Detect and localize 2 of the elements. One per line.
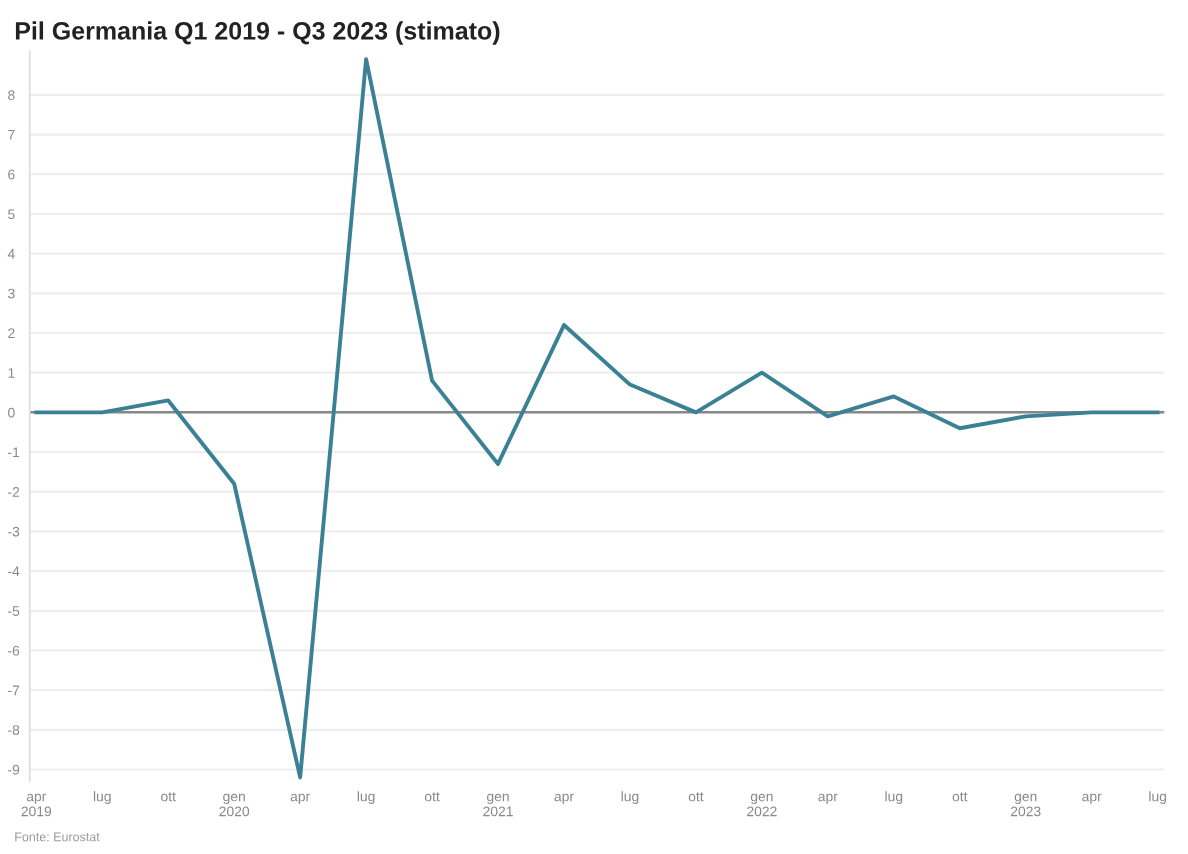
chart-title: Pil Germania Q1 2019 - Q3 2023 (stimato) [15,21,500,45]
line-series [34,57,1160,780]
